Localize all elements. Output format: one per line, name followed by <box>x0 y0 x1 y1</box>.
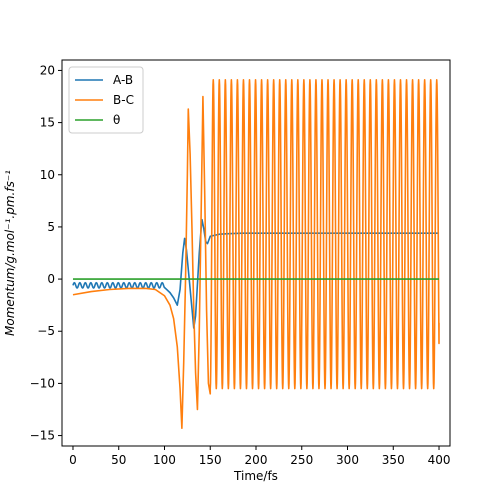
x-axis-label: Time/fs <box>233 469 278 483</box>
x-tick-label: 250 <box>290 453 313 467</box>
x-tick-label: 0 <box>69 453 77 467</box>
legend: A-B B-C θ <box>68 66 144 134</box>
legend-label: θ <box>113 113 120 127</box>
y-tick-label: 5 <box>47 220 55 234</box>
y-axis-label: Momentum/g.mol⁻¹.pm.fs⁻¹ <box>3 170 17 336</box>
legend-label: B-C <box>113 93 134 107</box>
y-tick-label: −15 <box>30 429 55 443</box>
series-layer <box>72 79 440 430</box>
y-tick-label: 15 <box>40 116 55 130</box>
y-tick-label: 20 <box>40 63 55 77</box>
x-axis-ticks: 0 50 100 150 200 250 300 350 400 <box>69 446 450 467</box>
x-tick-label: 300 <box>336 453 359 467</box>
y-axis-ticks: −15 −10 −5 0 5 10 15 20 <box>30 63 62 443</box>
x-tick-label: 100 <box>153 453 176 467</box>
x-tick-label: 400 <box>428 453 451 467</box>
legend-label: A-B <box>113 73 133 87</box>
y-tick-label: 10 <box>40 168 55 182</box>
legend-box <box>68 66 144 134</box>
y-tick-label: −10 <box>30 376 55 390</box>
series-line-0 <box>72 218 440 329</box>
series-line-1 <box>72 79 440 430</box>
y-tick-label: −5 <box>37 324 55 338</box>
x-tick-label: 50 <box>111 453 126 467</box>
x-tick-label: 200 <box>245 453 268 467</box>
x-tick-label: 350 <box>382 453 405 467</box>
y-tick-label: 0 <box>47 272 55 286</box>
x-tick-label: 150 <box>199 453 222 467</box>
